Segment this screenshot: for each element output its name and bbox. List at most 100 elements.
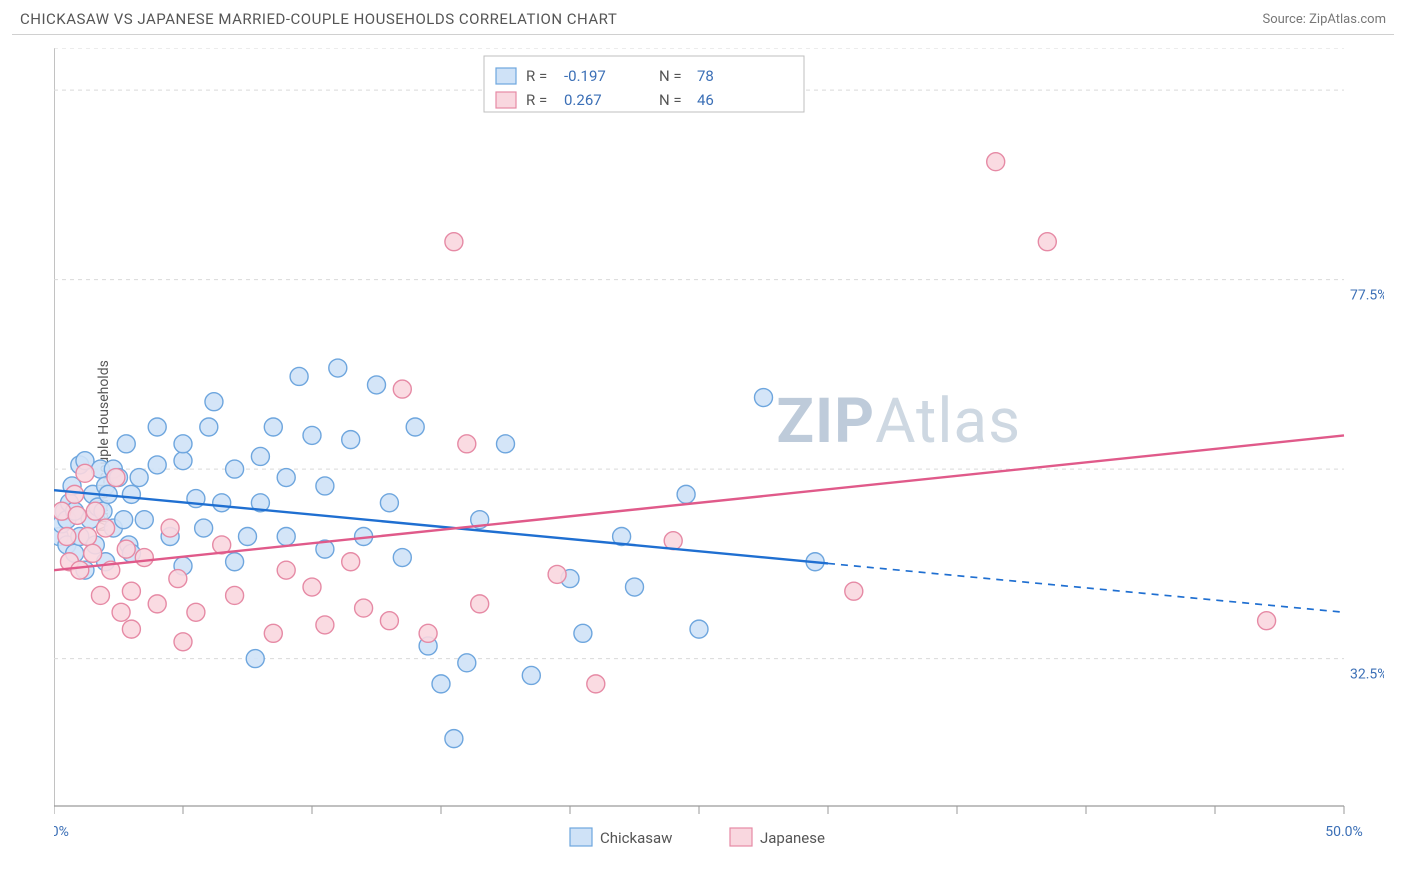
data-point	[122, 582, 140, 600]
data-point	[587, 675, 605, 693]
data-point	[845, 582, 863, 600]
legend-n-label: N =	[659, 67, 682, 85]
data-point	[112, 603, 130, 621]
data-point	[169, 570, 187, 588]
data-point	[66, 485, 84, 503]
data-point	[174, 633, 192, 651]
data-point	[195, 519, 213, 537]
legend-r-value: -0.197	[564, 67, 606, 85]
data-point	[393, 549, 411, 567]
data-point	[380, 612, 398, 630]
data-point	[987, 153, 1005, 171]
data-point	[355, 599, 373, 617]
data-point	[148, 595, 166, 613]
data-point	[445, 730, 463, 748]
data-point	[690, 620, 708, 638]
data-point	[239, 527, 257, 545]
legend-n-value: 46	[697, 91, 714, 109]
data-point	[148, 456, 166, 474]
data-point	[1038, 233, 1056, 251]
data-point	[316, 477, 334, 495]
data-point	[107, 469, 125, 487]
data-point	[71, 561, 89, 579]
regression-line	[54, 435, 1344, 570]
legend-n-label: N =	[659, 91, 682, 109]
data-point	[626, 578, 644, 596]
data-point	[135, 549, 153, 567]
data-point	[246, 650, 264, 668]
data-point	[115, 511, 133, 529]
legend-r-value: 0.267	[564, 91, 602, 109]
data-point	[342, 553, 360, 571]
bottom-legend-swatch	[570, 828, 592, 846]
legend-n-value: 78	[697, 67, 714, 85]
data-point	[329, 359, 347, 377]
data-point	[445, 233, 463, 251]
data-point	[76, 464, 94, 482]
data-point	[303, 578, 321, 596]
data-point	[122, 620, 140, 638]
data-point	[84, 544, 102, 562]
chart-svg: 32.5%77.5%0.0%50.0%ZIPAtlasR =-0.197N =7…	[54, 48, 1384, 858]
data-point	[200, 418, 218, 436]
data-point	[419, 624, 437, 642]
data-point	[226, 460, 244, 478]
watermark: ZIPAtlas	[776, 385, 1021, 458]
bottom-legend-label: Chickasaw	[600, 829, 672, 847]
legend-swatch	[496, 92, 516, 108]
bottom-legend-label: Japanese	[760, 829, 825, 847]
data-point	[497, 435, 515, 453]
data-point	[290, 367, 308, 385]
data-point	[58, 527, 76, 545]
data-point	[213, 494, 231, 512]
data-point	[755, 389, 773, 407]
data-point	[251, 447, 269, 465]
data-point	[86, 502, 104, 520]
source-link[interactable]: ZipAtlas.com	[1309, 12, 1386, 27]
data-point	[303, 426, 321, 444]
data-point	[264, 418, 282, 436]
data-point	[117, 435, 135, 453]
data-point	[135, 511, 153, 529]
data-point	[79, 527, 97, 545]
chart-area: 32.5%77.5%0.0%50.0%ZIPAtlasR =-0.197N =7…	[54, 48, 1384, 820]
data-point	[187, 603, 205, 621]
legend-swatch	[496, 68, 516, 84]
data-point	[97, 519, 115, 537]
data-point	[174, 435, 192, 453]
legend-r-label: R =	[526, 91, 547, 109]
data-point	[122, 485, 140, 503]
data-point	[277, 527, 295, 545]
data-point	[148, 418, 166, 436]
bottom-legend-swatch	[730, 828, 752, 846]
data-point	[677, 485, 695, 503]
data-point	[574, 624, 592, 642]
data-point	[1258, 612, 1276, 630]
header-divider	[12, 34, 1394, 35]
data-point	[393, 380, 411, 398]
data-point	[458, 435, 476, 453]
data-point	[277, 561, 295, 579]
x-tick-label: 0.0%	[54, 824, 69, 840]
data-point	[458, 654, 476, 672]
data-point	[226, 586, 244, 604]
data-point	[548, 565, 566, 583]
data-point	[226, 553, 244, 571]
data-point	[368, 376, 386, 394]
data-point	[205, 393, 223, 411]
y-tick-label: 32.5%	[1350, 667, 1384, 683]
data-point	[342, 431, 360, 449]
data-point	[174, 452, 192, 470]
source-prefix: Source:	[1262, 12, 1309, 27]
data-point	[130, 469, 148, 487]
source-label: Source: ZipAtlas.com	[1262, 12, 1386, 27]
x-tick-label: 50.0%	[1325, 824, 1363, 840]
data-point	[117, 540, 135, 558]
data-point	[380, 494, 398, 512]
data-point	[68, 506, 86, 524]
data-point	[432, 675, 450, 693]
data-point	[264, 624, 282, 642]
data-point	[471, 595, 489, 613]
data-point	[406, 418, 424, 436]
data-point	[522, 666, 540, 684]
